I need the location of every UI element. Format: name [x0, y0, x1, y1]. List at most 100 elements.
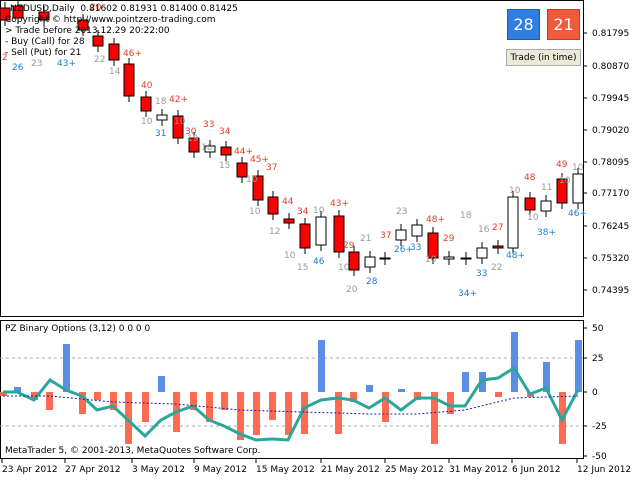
candle [77, 19, 89, 31]
candle-label: 48+ [426, 215, 445, 225]
sell-line: - Sell (Put) for 21 [5, 48, 82, 58]
candle [38, 11, 50, 21]
price-tick-label: 0.80870 [592, 62, 629, 72]
histogram-bar [31, 392, 38, 400]
histogram-bar [318, 340, 325, 392]
candle [283, 218, 295, 224]
candle-label: 30 [185, 127, 197, 137]
price-tick-label: 0.79945 [592, 94, 629, 104]
candle-label: 12 [269, 227, 280, 237]
sell-count-button[interactable]: 21 [547, 9, 580, 40]
candle [156, 114, 168, 121]
histogram-bar [94, 392, 101, 400]
histogram-bar [14, 387, 21, 392]
date-tick-label: 3 May 2012 [132, 465, 185, 475]
candle-label: 23 [396, 207, 407, 217]
candle-label: 19 [187, 134, 199, 144]
candle [476, 247, 488, 259]
candle [348, 251, 360, 271]
candle [379, 257, 391, 260]
candle [12, 5, 24, 19]
main-chart-frame [0, 0, 584, 317]
candle-label: 18 [155, 97, 167, 107]
histogram-bar [414, 392, 421, 400]
candle-label: 44 [282, 197, 294, 207]
candle [204, 145, 216, 153]
candle [333, 215, 345, 253]
candle-label: 26 [12, 63, 24, 73]
buy-count-button[interactable]: 28 [507, 9, 540, 40]
candle-label: 46+ [123, 49, 142, 59]
histogram-bar [221, 392, 228, 410]
histogram-bar [366, 385, 373, 392]
candle-label: 29 [343, 241, 355, 251]
candle [267, 196, 279, 215]
histogram-bar [125, 392, 132, 444]
candle [220, 146, 232, 156]
indicator-frame [0, 320, 584, 459]
candle [492, 245, 504, 249]
candle-label: 10 [174, 117, 186, 127]
date-tick-label: 15 May 2012 [256, 465, 315, 475]
buy-line: - Buy (Call) for 28 [5, 37, 85, 47]
candle-label: 40 [141, 81, 153, 91]
candle-label: 11 [541, 183, 552, 193]
histogram-bar [237, 392, 244, 440]
candle-label: 20 [90, 3, 102, 13]
candle [427, 232, 439, 259]
indicator-panel: 50 25 0 -25 -50 [0, 324, 607, 462]
indicator-tick-label: 50 [592, 324, 604, 334]
price-axis: 0.81795 0.80870 0.79945 0.79020 0.78095 0.771… [583, 29, 629, 296]
histogram-bar [382, 392, 389, 422]
candle [443, 256, 455, 260]
trade-in-time-button[interactable]: Trade (in time) [506, 49, 581, 66]
date-tick-label: 9 May 2012 [194, 465, 247, 475]
histogram-bar [63, 344, 70, 392]
candle-label: 10 [509, 186, 521, 196]
candle-label: 37 [380, 231, 391, 241]
signal-line [3, 395, 579, 415]
price-tick-label: 0.81795 [592, 29, 629, 39]
trade-before-line: > Trade before 2013.12.29 20:22:00 [5, 26, 170, 36]
indicator-tick-label: -25 [592, 422, 607, 432]
candle-label: 43+ [57, 59, 76, 69]
price-tick-label: 0.75320 [592, 254, 629, 264]
candle-label: 22 [491, 263, 502, 273]
candle [507, 196, 519, 249]
date-tick-label: 27 Apr 2012 [65, 465, 121, 475]
candle [123, 63, 135, 97]
histogram-bar [285, 392, 292, 435]
candle-label: 29 [443, 234, 455, 244]
histogram-bar [543, 362, 550, 392]
candle-label: 10 [572, 163, 584, 173]
candle-label: 10 [313, 206, 325, 216]
candle-label: 14 [109, 67, 121, 77]
candle-label: 10 [201, 143, 213, 153]
histogram-bar [142, 392, 149, 422]
price-tick-label: 0.79020 [592, 126, 629, 136]
price-tick-label: 0.78095 [592, 158, 629, 168]
candle-label: 20 [346, 285, 358, 295]
histogram-bar [269, 392, 276, 420]
oscillator-line [3, 365, 580, 442]
candle-label: 34 [219, 127, 231, 137]
histogram-bar [206, 392, 213, 422]
candle-label: 22 [94, 55, 105, 65]
candle-label: 27 [492, 223, 503, 233]
date-tick-label: 31 May 2012 [449, 465, 508, 475]
price-tick-label: 0.76245 [592, 222, 629, 232]
candle-label: 48 [524, 173, 536, 183]
date-tick-label: 23 Apr 2012 [2, 465, 58, 475]
price-tick-label: 0.74395 [592, 286, 629, 296]
candle-label: 34+ [458, 289, 477, 299]
candle-label: 23 [31, 59, 42, 69]
histogram-bar [447, 392, 454, 414]
histogram-bar [253, 392, 260, 435]
candle-label: 10 [246, 175, 258, 185]
date-axis: 23 Apr 2012 27 Apr 2012 3 May 2012 9 May 20… [1, 459, 631, 475]
histogram-bar [190, 392, 197, 410]
candle-label: 37 [266, 163, 277, 173]
candle [411, 224, 423, 237]
histogram-bar [79, 392, 86, 414]
